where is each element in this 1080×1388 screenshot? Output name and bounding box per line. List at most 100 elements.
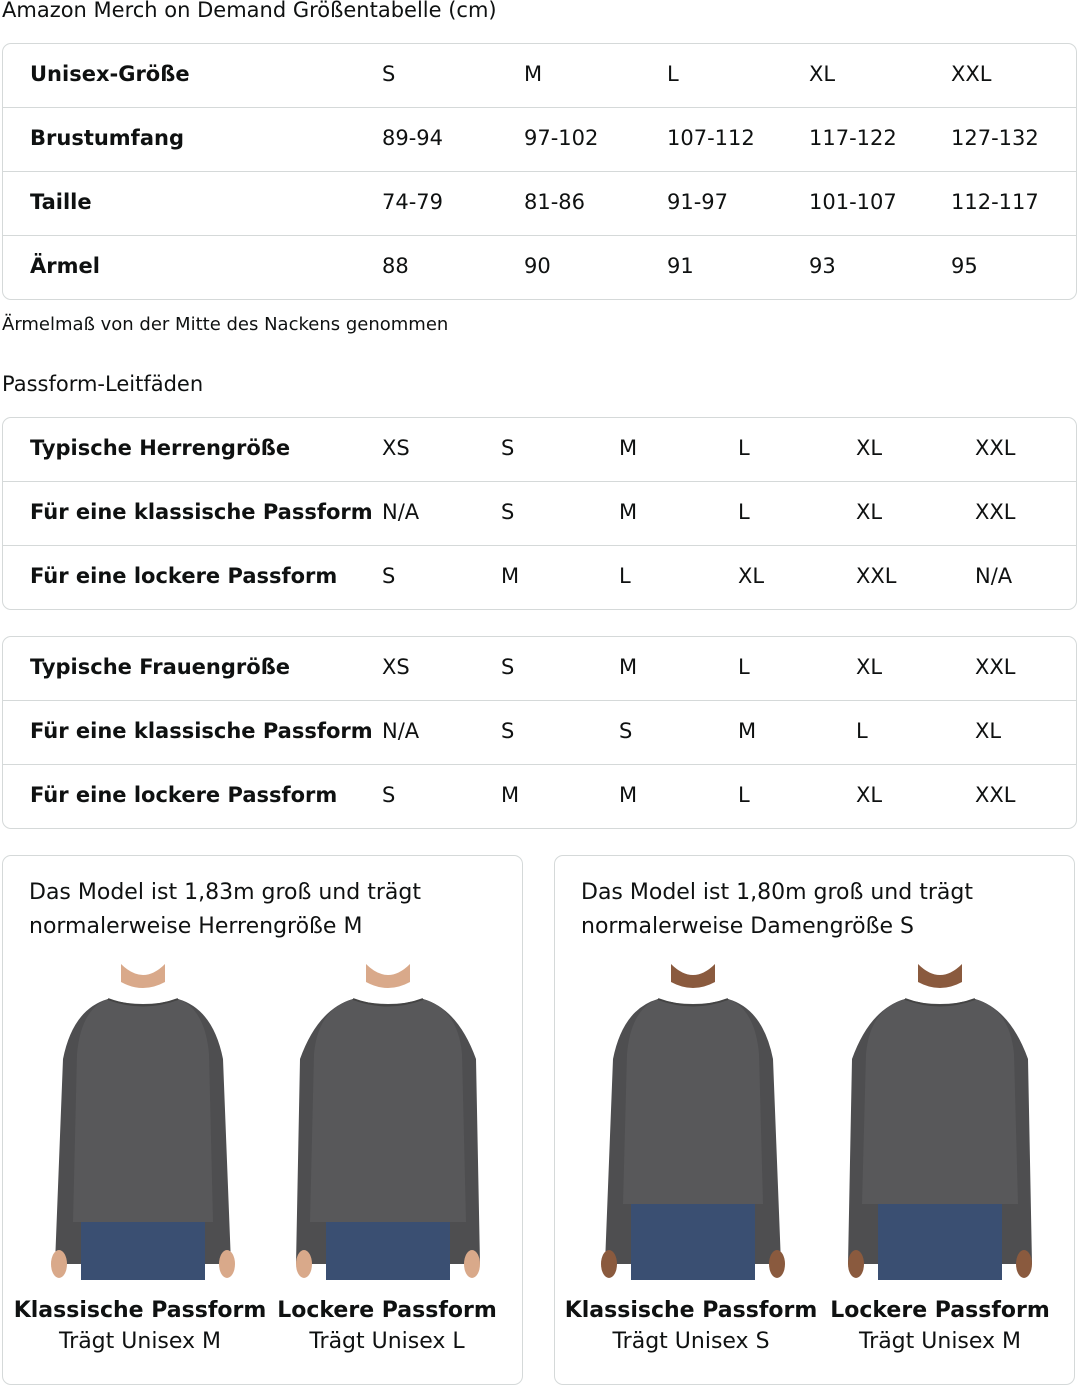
right-hand <box>219 1250 235 1278</box>
caption-classic: Klassische Passform Trägt Unisex M <box>10 1298 270 1354</box>
table-cell: XL <box>738 564 765 588</box>
collar <box>904 998 976 1007</box>
table-cell: M <box>524 62 543 86</box>
table-cell: S <box>382 62 396 86</box>
model-loose-fit-image <box>848 964 1032 1280</box>
neck <box>121 964 165 988</box>
men-model-card: Das Model ist 1,83m groß und trägt norma… <box>2 855 523 1385</box>
table-cell: L <box>738 500 750 524</box>
table-cell: 95 <box>951 254 978 278</box>
fit-label: Klassische Passform <box>13 1298 267 1323</box>
right-hand <box>769 1250 785 1278</box>
fit-guide-title: Passform-Leitfäden <box>2 372 204 396</box>
table-cell: N/A <box>975 564 1013 588</box>
table-cell: 91 <box>667 254 694 278</box>
table-cell: S <box>501 500 515 524</box>
table-cell: 117-122 <box>809 126 897 150</box>
jeans <box>81 1222 205 1280</box>
table-cell: 90 <box>524 254 551 278</box>
table-cell: 107-112 <box>667 126 755 150</box>
table-cell: 91-97 <box>667 190 729 214</box>
neck <box>366 964 410 988</box>
women-fit-table: Typische Frauengröße XS S M L XL XXL Für eine k… <box>2 636 1077 829</box>
table-cell: S <box>619 719 633 743</box>
description-line: Das Model ist 1,83m groß und trägt <box>29 880 421 905</box>
table-cell: 81-86 <box>524 190 586 214</box>
table-cell: S <box>501 719 515 743</box>
table-cell: XXL <box>975 436 1016 460</box>
left-hand <box>51 1250 67 1278</box>
jeans <box>631 1204 755 1280</box>
row-label: Ärmel <box>30 254 100 278</box>
table-cell: XXL <box>975 655 1016 679</box>
collar <box>107 998 179 1007</box>
table-cell: M <box>501 564 520 588</box>
neck <box>918 964 962 988</box>
size-table: Unisex-Größe S M L XL XXL Brustumfang 89-94 97-1… <box>2 43 1077 300</box>
table-row: Für eine klassische Passform N/A S S M L XL <box>3 700 1076 764</box>
caption-loose: Lockere Passform Trägt Unisex L <box>257 1298 517 1354</box>
table-cell: L <box>667 62 679 86</box>
row-label: Typische Frauengröße <box>30 655 291 679</box>
table-cell: 101-107 <box>809 190 897 214</box>
fit-label: Klassische Passform <box>564 1298 818 1323</box>
row-label: Brustumfang <box>30 126 184 150</box>
table-cell: M <box>738 719 757 743</box>
table-cell: XL <box>856 436 883 460</box>
row-label: Taille <box>30 190 92 214</box>
table-cell: XL <box>856 500 883 524</box>
table-row: Taille 74-79 81-86 91-97 101-107 112-117 <box>3 171 1076 235</box>
table-cell: M <box>619 436 638 460</box>
table-cell: 97-102 <box>524 126 599 150</box>
table-cell: XL <box>809 62 836 86</box>
table-row: Für eine klassische Passform N/A S M L XL XXL <box>3 481 1076 545</box>
right-hand <box>1016 1250 1032 1278</box>
wears-label: Trägt Unisex L <box>309 1329 465 1354</box>
table-row: Typische Herrengröße XS S M L XL XXL <box>3 418 1076 481</box>
row-label: Für eine lockere Passform <box>30 564 338 588</box>
model-classic-fit-image <box>51 964 235 1280</box>
table-cell: L <box>856 719 868 743</box>
table-cell: M <box>619 500 638 524</box>
caption-classic: Klassische Passform Trägt Unisex S <box>561 1298 821 1354</box>
fit-label: Lockere Passform <box>830 1298 1050 1323</box>
row-label: Typische Herrengröße <box>30 436 291 460</box>
page-title: Amazon Merch on Demand Größentabelle (cm… <box>2 0 497 22</box>
long-sleeve-shirt <box>623 999 763 1204</box>
table-cell: L <box>738 783 750 807</box>
model-classic-fit-image <box>601 964 785 1280</box>
table-cell: 89-94 <box>382 126 444 150</box>
model-description: Das Model ist 1,83m groß und trägt norma… <box>29 876 509 944</box>
table-cell: XL <box>856 655 883 679</box>
table-row: Typische Frauengröße XS S M L XL XXL <box>3 637 1076 700</box>
left-hand <box>601 1250 617 1278</box>
row-label: Für eine klassische Passform <box>30 500 373 524</box>
long-sleeve-shirt <box>862 999 1018 1204</box>
wears-label: Trägt Unisex S <box>612 1329 770 1354</box>
table-cell: S <box>501 655 515 679</box>
wears-label: Trägt Unisex M <box>858 1329 1022 1354</box>
table-row: Für eine lockere Passform S M M L XL XXL <box>3 764 1076 828</box>
table-cell: L <box>619 564 631 588</box>
table-cell: XXL <box>975 783 1016 807</box>
table-cell: 127-132 <box>951 126 1039 150</box>
left-hand <box>296 1250 312 1278</box>
description-line: Das Model ist 1,80m groß und trägt <box>581 880 973 905</box>
description-line: normalerweise Damengröße S <box>581 914 914 939</box>
table-cell: N/A <box>382 500 420 524</box>
row-label: Unisex-Größe <box>30 62 190 86</box>
table-row: Für eine lockere Passform S M L XL XXL N/A <box>3 545 1076 609</box>
table-cell: XXL <box>951 62 992 86</box>
model-loose-fit-image <box>296 964 480 1280</box>
wears-label: Trägt Unisex M <box>58 1329 222 1354</box>
table-cell: XXL <box>975 500 1016 524</box>
table-cell: XL <box>856 783 883 807</box>
sleeve-note: Ärmelmaß von der Mitte des Nackens genom… <box>2 314 449 335</box>
left-hand <box>848 1250 864 1278</box>
table-cell: 93 <box>809 254 836 278</box>
table-row: Brustumfang 89-94 97-102 107-112 117-122 127-… <box>3 107 1076 171</box>
table-cell: S <box>382 783 396 807</box>
table-cell: 88 <box>382 254 409 278</box>
table-row: Ärmel 88 90 91 93 95 <box>3 235 1076 299</box>
collar <box>352 998 424 1007</box>
